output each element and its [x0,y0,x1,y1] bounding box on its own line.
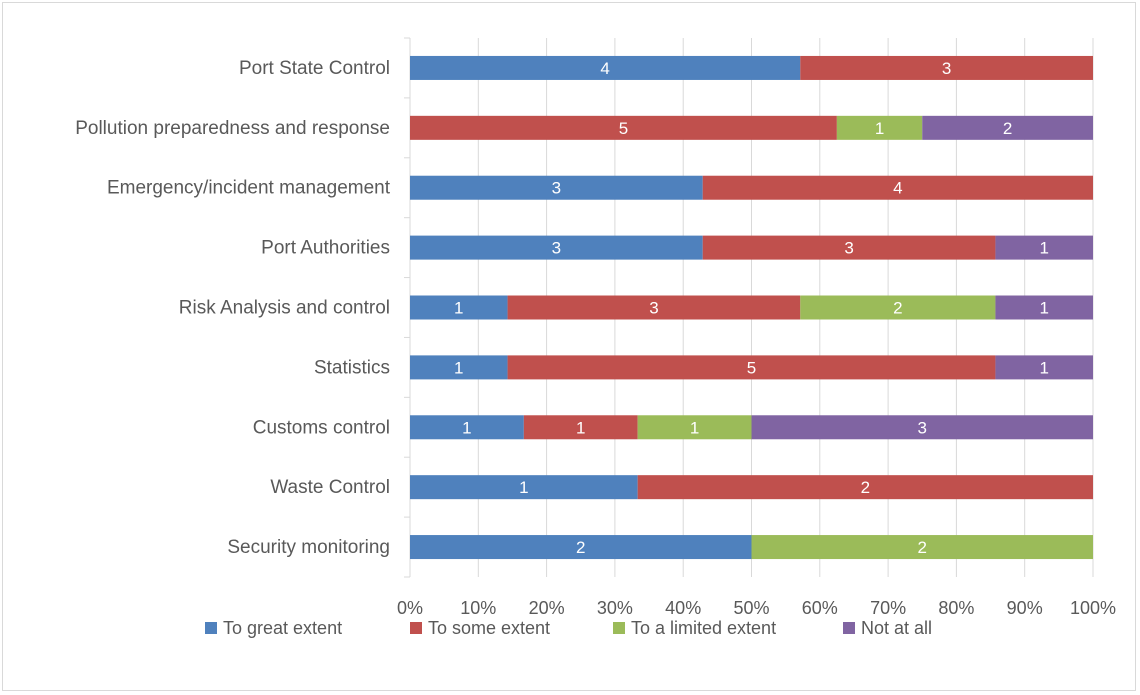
data-label: 2 [861,478,870,497]
x-tick-label: 0% [397,598,423,618]
bar-segment [995,295,1093,320]
category-label: Customs control [253,417,390,438]
bar-segment [800,295,996,320]
bar-segment [410,115,837,140]
bar-segment [507,295,801,320]
bar-segment [410,355,508,380]
data-label: 2 [1003,119,1012,138]
x-tick-label: 90% [1007,598,1043,618]
data-label: 1 [1039,358,1048,377]
category-label: Pollution preparedness and response [75,118,390,139]
data-label: 1 [1039,299,1048,318]
x-tick-label: 20% [529,598,565,618]
legend-swatch [205,622,217,634]
data-label: 2 [918,538,927,557]
data-label: 2 [576,538,585,557]
bar-segment [523,415,638,440]
data-label: 3 [918,418,927,437]
bar-segment [410,55,801,80]
category-label: Statistics [314,357,390,378]
x-tick-label: 30% [597,598,633,618]
data-label: 1 [1039,239,1048,258]
bar-segment [702,175,1093,200]
x-tick-label: 50% [733,598,769,618]
category-label: Port Authorities [261,238,390,259]
data-label: 1 [454,358,463,377]
category-label: Port State Control [239,58,390,79]
bar-segment [410,295,508,320]
legend-label: To great extent [223,618,342,638]
data-label: 4 [600,59,609,78]
data-label: 1 [875,119,884,138]
data-label: 3 [844,239,853,258]
data-label: 5 [619,119,628,138]
legend-swatch [843,622,855,634]
data-label: 3 [942,59,951,78]
bar-segment [410,415,524,440]
x-tick-label: 70% [870,598,906,618]
data-label: 1 [690,418,699,437]
x-tick-label: 80% [938,598,974,618]
data-label: 3 [552,179,561,198]
data-label: 5 [747,358,756,377]
category-label: Emergency/incident management [107,178,391,199]
bar-segment [410,535,752,560]
data-label: 1 [454,299,463,318]
bar-segment [922,115,1093,140]
data-label: 3 [552,239,561,258]
data-label: 3 [649,299,658,318]
data-label: 2 [893,299,902,318]
x-tick-label: 100% [1070,598,1116,618]
category-label: Risk Analysis and control [179,298,390,319]
data-label: 1 [576,418,585,437]
bar-segment [836,115,923,140]
legend-swatch [613,622,625,634]
bar-segment [702,235,996,260]
legend-swatch [410,622,422,634]
bar-segment [410,235,703,260]
bar-segment [507,355,996,380]
data-label: 1 [462,418,471,437]
bar-segment [410,475,638,500]
legend-label: To some extent [428,618,550,638]
legend-label: To a limited extent [631,618,776,638]
bar-segment [751,415,1093,440]
category-label: Waste Control [270,477,390,498]
legend-label: Not at all [861,618,932,638]
category-label: Security monitoring [227,537,390,558]
data-label: 1 [519,478,528,497]
bar-segment [637,475,1093,500]
x-tick-label: 60% [802,598,838,618]
bar-segment [995,235,1093,260]
bar-segment [637,415,752,440]
bar-segment [751,535,1093,560]
x-tick-label: 10% [460,598,496,618]
x-tick-label: 40% [665,598,701,618]
bar-segment [995,355,1093,380]
data-label: 4 [893,179,902,198]
bar-segment [410,175,703,200]
bar-segment [800,55,1093,80]
